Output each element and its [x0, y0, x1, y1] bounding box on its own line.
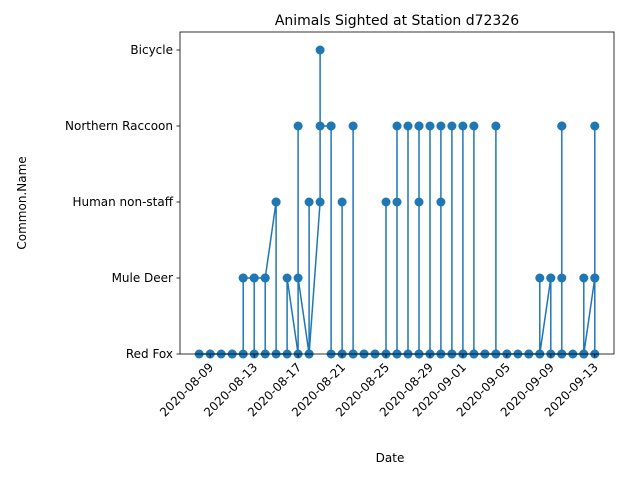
data-point	[458, 121, 468, 131]
data-point	[557, 273, 567, 283]
data-point	[557, 121, 567, 131]
y-tick-label: Human non-staff	[72, 195, 173, 209]
y-tick-label: Bicycle	[130, 43, 173, 57]
data-point	[579, 273, 589, 283]
data-point	[414, 197, 424, 207]
data-point	[425, 121, 435, 131]
data-point	[590, 121, 600, 131]
data-point	[414, 121, 424, 131]
y-axis-label: Common.Name	[15, 156, 29, 249]
data-point	[403, 121, 413, 131]
data-point	[293, 273, 303, 283]
data-point	[315, 197, 325, 207]
y-tick-label: Red Fox	[126, 347, 173, 361]
y-axis: Red Fox Mule Deer Human non-staff Northern …	[65, 43, 180, 361]
data-point	[271, 197, 281, 207]
data-point	[304, 197, 314, 207]
data-point	[337, 197, 347, 207]
x-axis-label: Date	[376, 451, 405, 465]
data-point	[469, 121, 479, 131]
data-point	[293, 121, 303, 131]
data-point	[436, 197, 446, 207]
data-point	[249, 273, 259, 283]
data-point	[326, 121, 336, 131]
data-point	[260, 273, 270, 283]
y-tick-label: Mule Deer	[112, 271, 173, 285]
data-point	[590, 273, 600, 283]
data-point	[392, 197, 402, 207]
axes-frame	[179, 31, 615, 355]
data-point	[392, 121, 402, 131]
data-point	[315, 121, 325, 131]
y-tick-label: Northern Raccoon	[65, 119, 173, 133]
data-point	[491, 121, 501, 131]
data-point	[315, 45, 325, 55]
data-point	[436, 121, 446, 131]
data-point	[546, 273, 556, 283]
data-point	[238, 273, 248, 283]
data-point	[381, 197, 391, 207]
data-point	[348, 121, 358, 131]
chart-title: Animals Sighted at Station d72326	[275, 13, 519, 29]
data-point	[535, 273, 545, 283]
data-point	[282, 273, 292, 283]
data-point	[447, 121, 457, 131]
